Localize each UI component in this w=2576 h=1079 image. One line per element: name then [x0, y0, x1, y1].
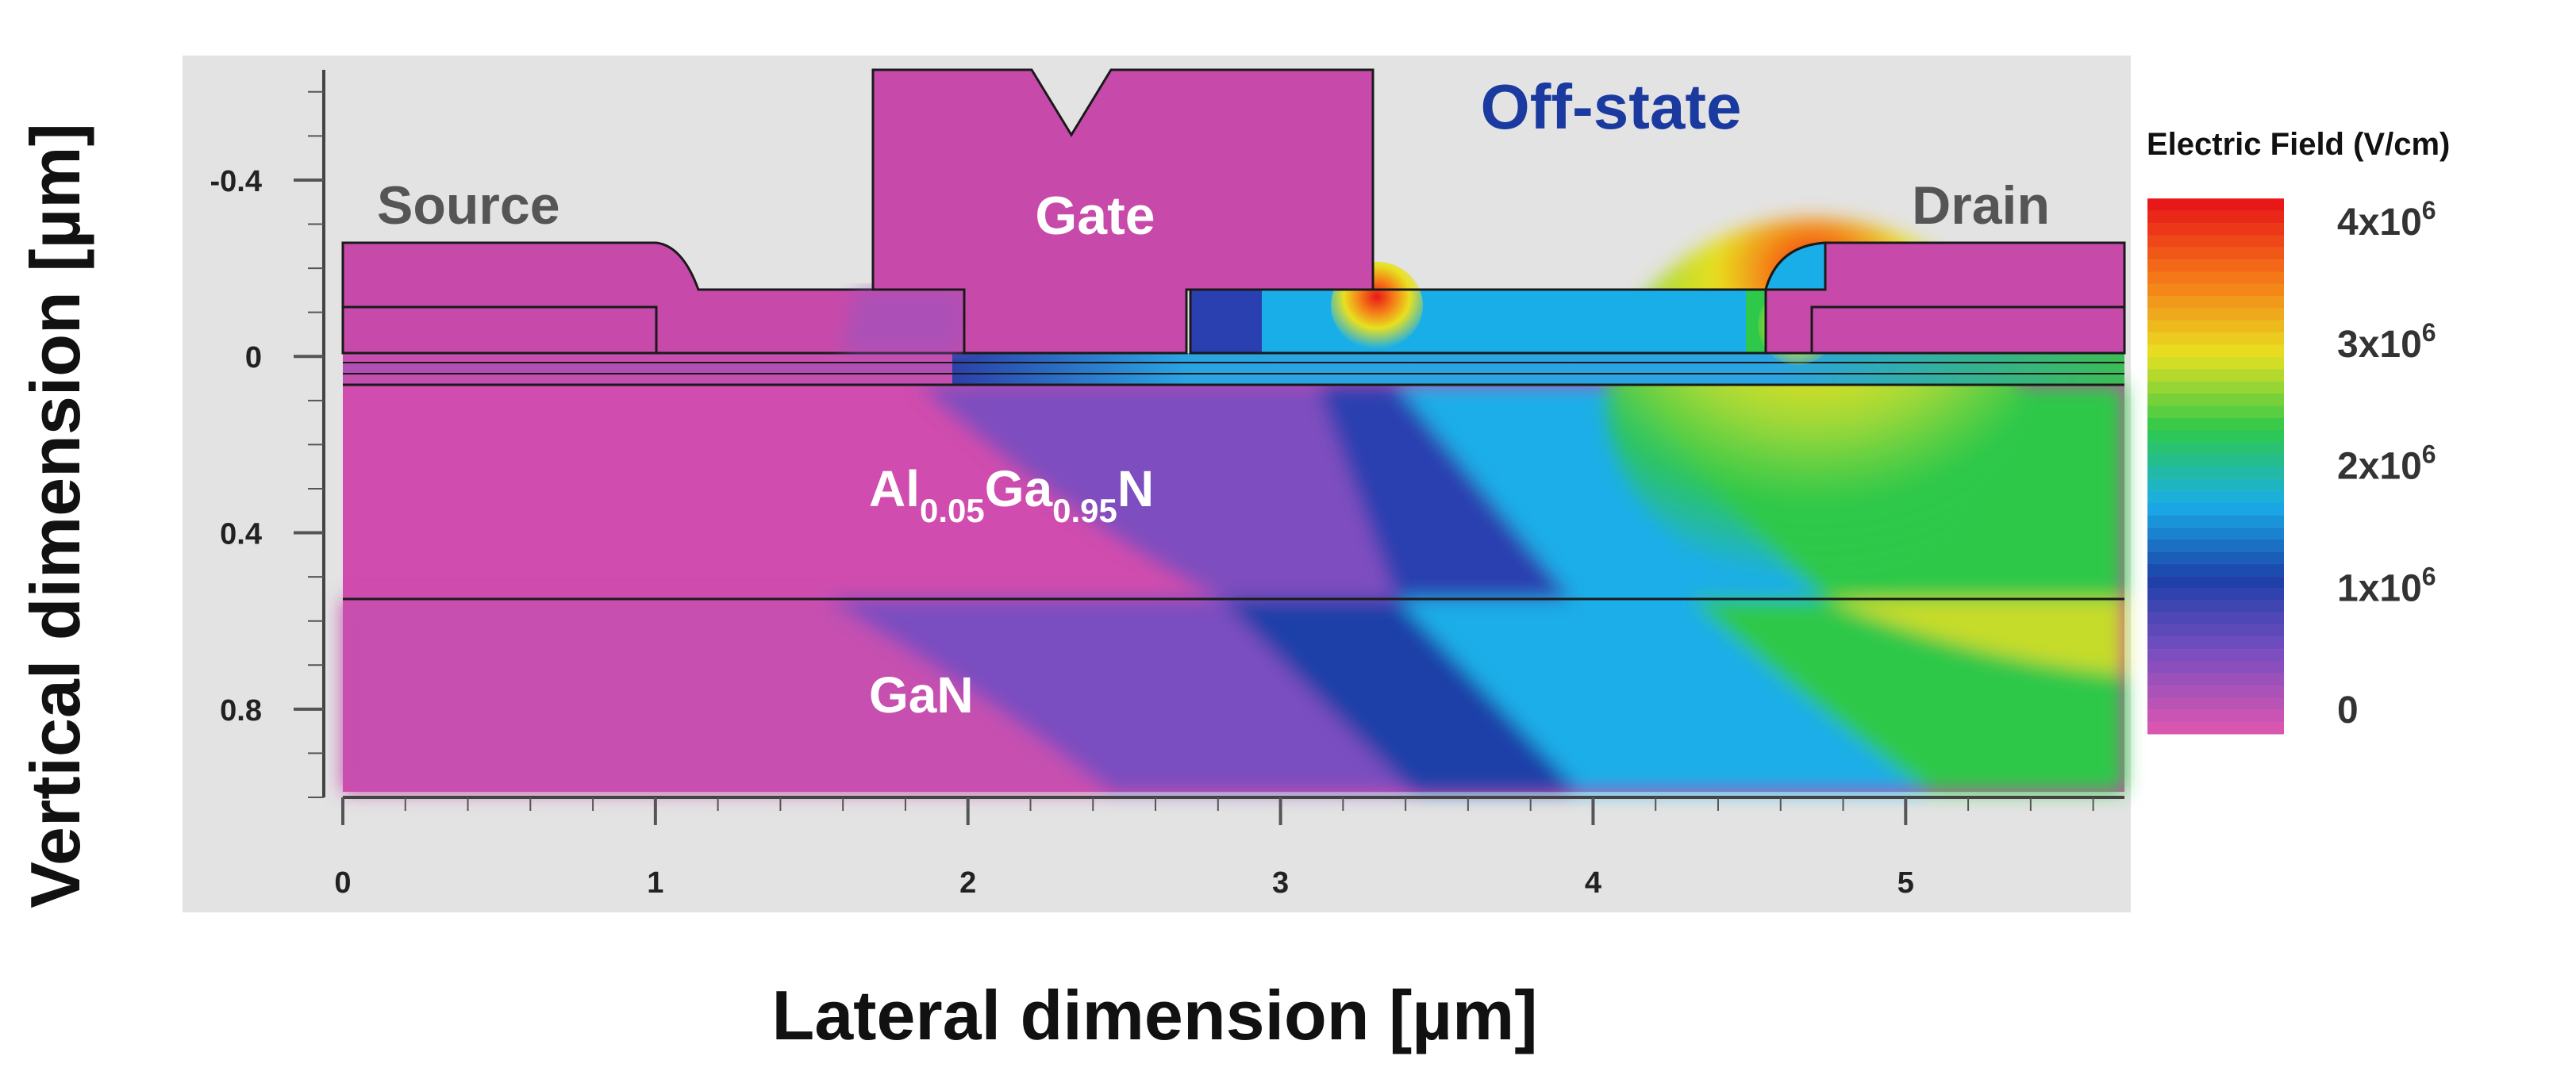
colorbar-stripe	[2147, 673, 2284, 686]
colorbar-stripe	[2147, 332, 2284, 345]
colorbar-tick-label: 2x106	[2337, 440, 2436, 488]
colorbar-stripe	[2147, 466, 2284, 479]
colorbar-stripe	[2147, 502, 2284, 516]
gan-label: GaN	[869, 666, 974, 724]
colorbar-tick-label: 4x106	[2337, 196, 2436, 244]
colorbar-stripe	[2147, 320, 2284, 333]
colorbar-tick-label: 0	[2337, 689, 2359, 731]
source-contact	[341, 305, 658, 355]
source-gate-transition	[841, 290, 964, 353]
colorbar: Electric Field (V/cm) 4x106 3x106 2x106 1x1…	[2147, 127, 2450, 735]
colorbar-stripe	[2147, 393, 2284, 406]
x-axis-title: Lateral dimension [µm]	[771, 976, 1537, 1054]
gate-electrode	[871, 68, 1375, 355]
colorbar-stripe	[2147, 624, 2284, 637]
colorbar-stripe	[2147, 587, 2284, 601]
colorbar-stripe	[2147, 247, 2284, 260]
colorbar-stripe	[2147, 259, 2284, 272]
colorbar-stripe	[2147, 563, 2284, 577]
colorbar-stripe	[2147, 697, 2284, 710]
colorbar-stripe	[2147, 551, 2284, 564]
y-tick-label: -0.4	[210, 165, 262, 198]
colorbar-stripe	[2147, 344, 2284, 357]
colorbar-stripe	[2147, 709, 2284, 723]
x-tick-label: 0	[334, 866, 351, 900]
colorbar-stripe	[2147, 405, 2284, 418]
colorbar-stripe	[2147, 441, 2284, 455]
colorbar-title: Electric Field (V/cm)	[2147, 127, 2450, 162]
x-tick-label: 1	[647, 866, 663, 900]
colorbar-stripe	[2147, 429, 2284, 443]
colorbar-stripe	[2147, 271, 2284, 284]
colorbar-stripe	[2147, 210, 2284, 224]
colorbar-tick-label: 1x106	[2337, 562, 2436, 609]
colorbar-stripe	[2147, 612, 2284, 625]
algan-label: Al0.05Ga0.95N	[869, 460, 1154, 529]
colorbar-stripe	[2147, 600, 2284, 613]
colorbar-stripe	[2147, 527, 2284, 540]
x-tick-label: 3	[1272, 866, 1289, 900]
drain-contact	[1810, 305, 2126, 355]
colorbar-stripe	[2147, 295, 2284, 309]
colorbar-stripe	[2147, 539, 2284, 552]
colorbar-stripe	[2147, 381, 2284, 394]
colorbar-stripe	[2147, 478, 2284, 491]
y-tick-label: 0	[245, 341, 262, 374]
off-state-title: Off-state	[1481, 71, 1742, 142]
y-axis-title: Vertical dimension [µm]	[16, 123, 94, 908]
colorbar-stripe	[2147, 575, 2284, 589]
colorbar-stripe	[2147, 636, 2284, 650]
drain-label: Drain	[1912, 175, 2050, 236]
gate-label: Gate	[1035, 186, 1155, 246]
colorbar-stripe	[2147, 368, 2284, 382]
colorbar-stripe	[2147, 685, 2284, 698]
colorbar-stripe	[2147, 721, 2284, 735]
x-tick-label: 5	[1897, 866, 1914, 900]
y-axis-ticks: -0.4 0 0.4 0.8	[210, 90, 324, 798]
y-tick-label: 0.4	[220, 518, 262, 551]
colorbar-stripe	[2147, 660, 2284, 674]
colorbar-stripe	[2147, 417, 2284, 430]
colorbar-stripe	[2147, 356, 2284, 370]
colorbar-gradient	[2147, 198, 2284, 735]
source-label: Source	[377, 175, 560, 236]
colorbar-stripe	[2147, 490, 2284, 504]
colorbar-stripe	[2147, 235, 2284, 248]
colorbar-stripe	[2147, 283, 2284, 297]
colorbar-stripe	[2147, 222, 2284, 236]
colorbar-stripe	[2147, 514, 2284, 528]
colorbar-stripe	[2147, 648, 2284, 662]
drain-edge-field	[1764, 241, 1827, 291]
y-tick-label: 0.8	[220, 694, 262, 728]
colorbar-tick-labels: 4x106 3x106 2x106 1x106 0	[2337, 196, 2436, 731]
colorbar-tick-label: 3x106	[2337, 318, 2436, 366]
x-axis-ticks: 0 1 2 3 4 5	[334, 797, 2094, 900]
channel-layers	[343, 353, 2124, 601]
colorbar-stripe	[2147, 454, 2284, 467]
x-tick-label: 4	[1585, 866, 1601, 900]
x-tick-label: 2	[959, 866, 976, 900]
colorbar-stripe	[2147, 308, 2284, 321]
colorbar-stripe	[2147, 198, 2284, 211]
